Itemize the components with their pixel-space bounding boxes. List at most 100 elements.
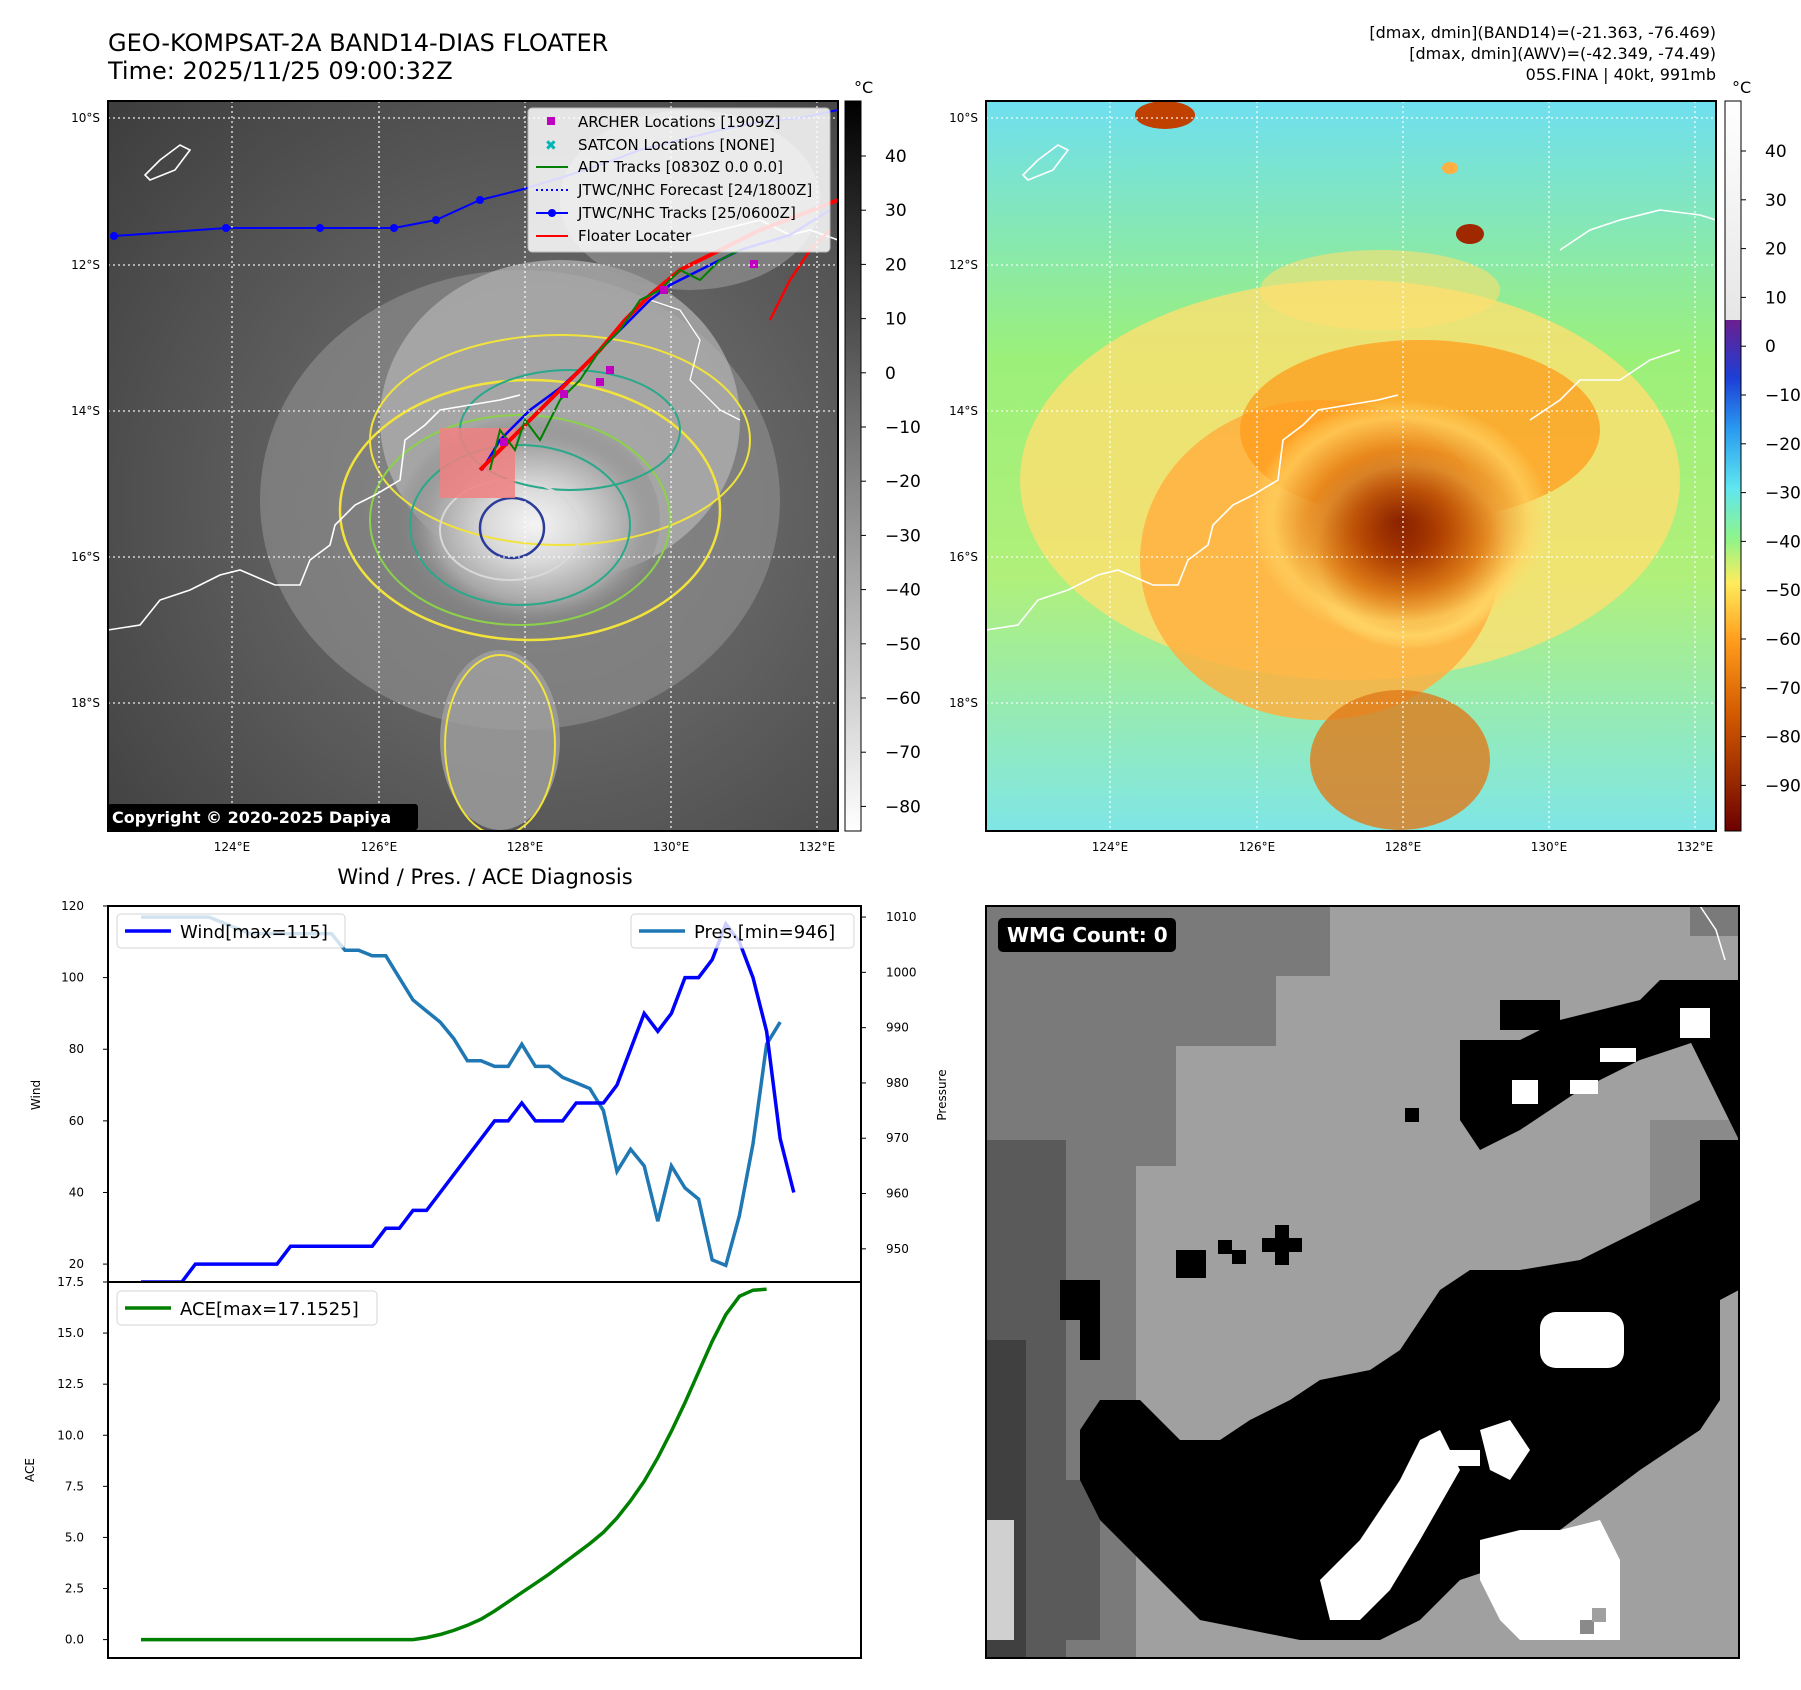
- lon-label-132e-right: 132°E: [1677, 840, 1714, 854]
- colorbar-color-tick-label: −70: [1765, 679, 1801, 699]
- wmg-count-label: WMG Count: 0: [1007, 923, 1168, 947]
- colorbar-gray-tick-label: 20: [885, 255, 907, 275]
- satcon-legend-marker: ✖: [545, 138, 557, 154]
- colorbar-gray-tick-label: −30: [885, 526, 921, 546]
- legend-forecast: JTWC/NHC Forecast [24/1800Z]: [577, 181, 812, 199]
- legend-archer: ARCHER Locations [1909Z]: [578, 113, 781, 131]
- copyright-label: Copyright © 2020-2025 Dapiya: [112, 808, 391, 827]
- wind-line: [141, 920, 796, 1282]
- pressure-ylabel: Pressure: [935, 1069, 949, 1120]
- wmg-panel: [986, 905, 1739, 1658]
- stats-storm: 05S.FINA | 40kt, 991mb: [1526, 65, 1716, 84]
- pressure-tick-label: 960: [886, 1187, 909, 1201]
- lat-label-12s: 12°S: [71, 258, 100, 272]
- stats-awv: [dmax, dmin](AWV)=(-42.349, -74.49): [1409, 44, 1716, 63]
- colorbar-color-tick-label: −40: [1765, 532, 1801, 552]
- lat-label-14s-right: 14°S: [949, 404, 978, 418]
- ace-ylabel: ACE: [23, 1458, 37, 1482]
- colorbar-gray-tick-label: −50: [885, 635, 921, 655]
- lon-label-126e: 126°E: [361, 840, 398, 854]
- ace-panel: 0.0 2.5 5.0 7.5 10.0 12.5 15.0 17.5 ACE ACE[max…: [23, 1275, 862, 1659]
- legend-tracks: JTWC/NHC Tracks [25/0600Z]: [577, 204, 796, 222]
- wind-tick-label: 100: [61, 971, 84, 985]
- lat-label-14s: 14°S: [71, 404, 100, 418]
- colorbar-color-tick-label: −20: [1765, 435, 1801, 455]
- lat-label-10s-right: 10°S: [949, 111, 978, 125]
- adt-track-line: [489, 249, 741, 471]
- colorbar-color-tick-label: 0: [1765, 337, 1776, 357]
- colorbar-gray-tick-label: −80: [885, 797, 921, 817]
- colorbar-gray-tick-label: −60: [885, 689, 921, 709]
- ace-tick-label: 17.5: [57, 1275, 84, 1289]
- wind-ylabel: Wind: [29, 1080, 43, 1110]
- wind-tick-label: 20: [69, 1257, 84, 1271]
- colorbar-color-tick-label: 20: [1765, 240, 1787, 260]
- wind-legend: Wind[max=115]: [180, 922, 328, 943]
- lon-label-130e-right: 130°E: [1531, 840, 1568, 854]
- ace-tick-label: 7.5: [65, 1479, 84, 1493]
- color-map: [986, 101, 1716, 831]
- legend-satcon: SATCON Locations [NONE]: [578, 136, 775, 154]
- ace-tick-label: 15.0: [57, 1326, 84, 1340]
- lat-label-18s-right: 18°S: [949, 696, 978, 710]
- colorbar-gray-tick-label: −10: [885, 418, 921, 438]
- archer-legend-marker: [547, 117, 555, 125]
- lat-label-16s-right: 16°S: [949, 550, 978, 564]
- lon-label-126e-right: 126°E: [1239, 840, 1276, 854]
- colorbar-color: °C 40 30 20 10 0 −10 −20 −30 −40 −50 −60 −70 −80 −90: [1724, 78, 1801, 832]
- colorbar-color-tick-label: −30: [1765, 484, 1801, 504]
- colorbar-gray-tick-label: 30: [885, 201, 907, 221]
- lat-label-12s-right: 12°S: [949, 258, 978, 272]
- lat-label-18s: 18°S: [71, 696, 100, 710]
- diag-title: Wind / Pres. / ACE Diagnosis: [337, 865, 632, 889]
- colorbar-color-unit: °C: [1732, 78, 1751, 97]
- pressure-tick-label: 1010: [886, 910, 917, 924]
- stats-band14: [dmax, dmin](BAND14)=(-21.363, -76.469): [1369, 23, 1716, 42]
- colorbar-color-tick-label: 10: [1765, 288, 1787, 308]
- ace-tick-label: 2.5: [65, 1582, 84, 1596]
- colorbar-color-tick-label: −80: [1765, 728, 1801, 748]
- pressure-tick-label: 1000: [886, 965, 917, 979]
- figure-title: GEO-KOMPSAT-2A BAND14-DIAS FLOATER: [108, 29, 608, 57]
- colorbar-color-tick-label: 40: [1765, 142, 1787, 162]
- legend-adt: ADT Tracks [0830Z 0.0 0.0]: [578, 158, 783, 176]
- legend-floater: Floater Locater: [578, 227, 692, 245]
- colorbar-gray-tick-label: −40: [885, 581, 921, 601]
- pressure-legend: Pres.[min=946]: [694, 922, 835, 943]
- lat-label-10s: 10°S: [71, 111, 100, 125]
- pressure-tick-label: 970: [886, 1131, 909, 1145]
- colorbar-gray-unit: °C: [854, 78, 873, 97]
- lon-label-128e: 128°E: [507, 840, 544, 854]
- wind-tick-label: 40: [69, 1185, 84, 1199]
- wind-tick-label: 120: [61, 899, 84, 913]
- ace-tick-label: 12.5: [57, 1377, 84, 1391]
- map-legend: ARCHER Locations [1909Z] ✖ SATCON Locati…: [527, 107, 831, 253]
- pressure-tick-label: 990: [886, 1021, 909, 1035]
- colorbar-gray: °C 40 30 20 10 0 −10 −20 −30 −40 −50 −60 −70 −80: [844, 78, 921, 832]
- colorbar-gray-tick-label: −70: [885, 743, 921, 763]
- lon-label-128e-right: 128°E: [1385, 840, 1422, 854]
- figure-time: Time: 2025/11/25 09:00:32Z: [107, 57, 453, 85]
- pressure-tick-label: 980: [886, 1076, 909, 1090]
- wind-tick-label: 60: [69, 1114, 84, 1128]
- colorbar-gray-tick-label: −20: [885, 472, 921, 492]
- wind-tick-label: 80: [69, 1042, 84, 1056]
- colorbar-color-tick-label: 30: [1765, 191, 1787, 211]
- colorbar-color-tick-label: −50: [1765, 581, 1801, 601]
- lon-label-124e-right: 124°E: [1092, 840, 1129, 854]
- colorbar-gray-tick-label: 40: [885, 147, 907, 167]
- ace-tick-label: 10.0: [57, 1428, 84, 1442]
- lon-label-124e: 124°E: [214, 840, 251, 854]
- pressure-tick-label: 950: [886, 1242, 909, 1256]
- colorbar-color-tick-label: −90: [1765, 776, 1801, 796]
- wind-pressure-panel: 20 40 60 80 100 120 950 960 970 980 990 1000 1010 W…: [29, 899, 949, 1283]
- ace-tick-label: 5.0: [65, 1530, 84, 1544]
- colorbar-gray-tick-label: 10: [885, 310, 907, 330]
- ace-legend: ACE[max=17.1525]: [180, 1299, 359, 1320]
- ace-tick-label: 0.0: [65, 1633, 84, 1647]
- colorbar-gray-tick-label: 0: [885, 364, 896, 384]
- colorbar-color-tick-label: −60: [1765, 630, 1801, 650]
- ace-line: [141, 1287, 767, 1642]
- colorbar-color-tick-label: −10: [1765, 386, 1801, 406]
- lon-label-132e: 132°E: [799, 840, 836, 854]
